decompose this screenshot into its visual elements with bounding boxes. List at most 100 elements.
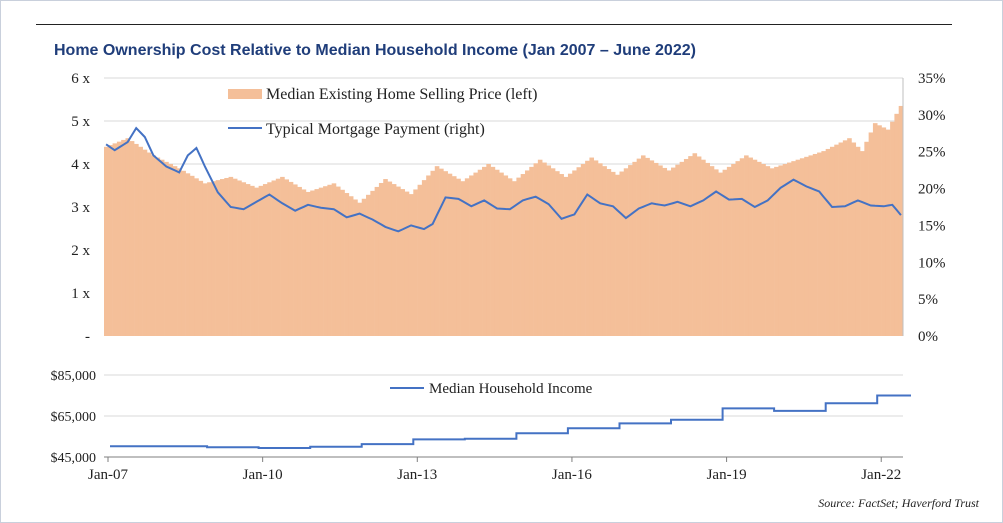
price-bar: [593, 160, 599, 336]
price-bar: [739, 158, 745, 336]
price-bar: [851, 142, 857, 336]
price-bar: [563, 176, 569, 336]
price-bars: [104, 105, 904, 337]
price-bar: [164, 161, 169, 336]
price-bar: [340, 189, 345, 336]
price-bar: [636, 158, 642, 336]
price-bar: [898, 105, 904, 336]
top-axes: - 1 x 2 x 3 x 4 x 5 x 6 x 0% 5% 10% 15% 20% 25% 30% 35…: [71, 71, 945, 345]
x-tick-label: Jan-13: [397, 467, 437, 483]
price-bar: [761, 164, 766, 336]
left-tick-label: -: [85, 329, 90, 345]
price-bar: [434, 166, 440, 336]
left-tick-label: 4 x: [71, 157, 90, 173]
price-bar: [855, 146, 861, 336]
price-bar: [318, 187, 324, 336]
price-bar: [812, 153, 818, 336]
price-bar: [305, 191, 311, 336]
price-bar: [168, 164, 174, 336]
price-bar: [679, 161, 685, 336]
price-bar: [808, 155, 814, 336]
price-bar: [439, 168, 444, 336]
price-bar: [653, 162, 659, 336]
price-bar: [731, 164, 736, 336]
price-bar: [250, 185, 255, 336]
price-bar: [374, 186, 380, 336]
price-bar: [507, 178, 513, 336]
price-bar: [142, 149, 148, 336]
price-bar: [125, 138, 131, 336]
price-bar: [713, 169, 719, 336]
price-bar: [619, 171, 625, 336]
right-tick-label: 35%: [918, 71, 946, 87]
price-bar: [748, 157, 753, 336]
price-bar: [189, 175, 195, 336]
price-bar: [400, 189, 405, 336]
price-bar: [550, 168, 556, 336]
price-bar: [366, 194, 371, 336]
price-bar: [198, 180, 204, 336]
price-bar: [572, 170, 577, 336]
price-bar: [159, 159, 165, 336]
price-bar: [181, 170, 186, 336]
price-bar: [134, 143, 139, 336]
right-tick-label: 20%: [918, 182, 946, 198]
price-bar: [709, 166, 715, 336]
price-bar: [718, 172, 723, 336]
price-bar: [520, 174, 526, 336]
price-bar: [774, 166, 779, 336]
price-bar: [705, 162, 710, 336]
price-bar: [284, 179, 290, 336]
price-bar: [331, 183, 337, 336]
price-bar: [890, 121, 895, 336]
price-bar: [842, 140, 848, 336]
price-bar: [756, 161, 762, 336]
price-bar: [860, 151, 865, 336]
price-bar: [881, 127, 887, 336]
price-bar: [228, 176, 234, 336]
mortgage-line: [105, 126, 902, 233]
price-bar: [177, 168, 182, 336]
price-bar: [396, 186, 401, 336]
price-bar: [486, 164, 491, 336]
price-bar: [323, 186, 328, 336]
bottom-y-tick-label: $45,000: [51, 451, 97, 466]
price-bar: [585, 160, 590, 336]
price-bar: [361, 198, 367, 336]
price-bar: [576, 167, 582, 336]
price-bar: [817, 152, 822, 336]
price-bar: [245, 184, 251, 336]
price-bar: [344, 193, 350, 336]
price-bar: [791, 161, 796, 336]
price-bar: [524, 170, 530, 336]
price-bar: [310, 190, 315, 336]
price-bar: [262, 184, 268, 336]
price-bar: [847, 138, 852, 336]
price-bar: [447, 173, 453, 336]
price-bar: [722, 169, 728, 336]
x-tick-label: Jan-07: [88, 467, 128, 483]
price-bar: [696, 156, 702, 336]
price-bar: [254, 187, 259, 336]
left-tick-label: 2 x: [71, 243, 90, 259]
price-bar: [494, 169, 500, 336]
price-bar: [108, 145, 113, 336]
price-bar: [804, 156, 809, 336]
price-bar: [387, 181, 393, 336]
price-bar: [482, 166, 487, 336]
price-bar: [267, 182, 272, 336]
price-bar: [112, 143, 118, 336]
price-bar: [138, 146, 143, 336]
chart-title: Home Ownership Cost Relative to Median H…: [54, 42, 696, 59]
right-tick-label: 10%: [918, 255, 946, 271]
right-tick-label: 5%: [918, 292, 938, 308]
price-bar: [666, 170, 672, 336]
price-bar: [546, 165, 552, 336]
x-tick-label: Jan-10: [243, 467, 283, 483]
price-bar: [735, 161, 741, 336]
price-bar: [464, 178, 470, 336]
price-bar: [129, 141, 135, 336]
legend-swatch-price: [228, 89, 262, 99]
price-bar: [314, 189, 320, 336]
